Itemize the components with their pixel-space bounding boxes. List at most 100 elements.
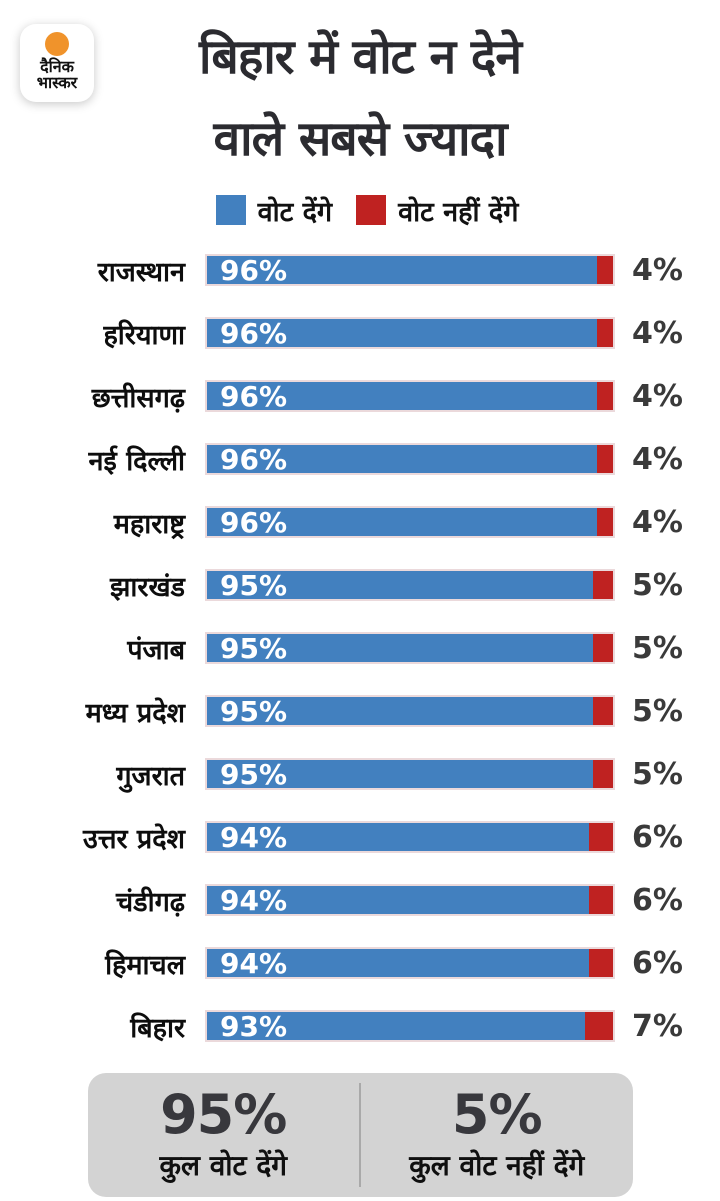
chart-row: हिमाचल 94% 6% (0, 945, 720, 981)
state-label: झारखंड (110, 571, 185, 603)
state-label: बिहार (130, 1012, 185, 1044)
stacked-bar: 95% (205, 695, 615, 727)
state-label: राजस्थान (97, 256, 185, 288)
dainik-bhaskar-logo: दैनिक भास्कर (20, 24, 94, 102)
wont-vote-value-label: 5% (632, 693, 683, 729)
stacked-bar: 94% (205, 884, 615, 916)
will-vote-value-label: 96% (220, 443, 288, 475)
wont-vote-value-label: 5% (632, 630, 683, 666)
chart-row: झारखंड 95% 5% (0, 567, 720, 603)
wont-vote-segment (588, 823, 613, 851)
will-vote-value-label: 93% (220, 1010, 288, 1042)
legend-swatch-wont-vote (356, 195, 387, 225)
will-vote-value-label: 95% (220, 695, 288, 727)
will-vote-segment: 95% (207, 697, 593, 725)
state-label: गुजरात (116, 760, 185, 792)
summary-box: 95% कुल वोट देंगे 5% कुल वोट नहीं देंगे (87, 1073, 633, 1197)
legend-label-will-vote: वोट देंगे (257, 196, 333, 228)
summary-will-vote-value: 95% (160, 1083, 287, 1146)
wont-vote-segment (588, 949, 613, 977)
summary-will-vote-caption: कुल वोट देंगे (159, 1149, 288, 1182)
wont-vote-value-label: 4% (632, 252, 683, 288)
stacked-bar: 96% (205, 380, 615, 412)
wont-vote-value-label: 5% (632, 567, 683, 603)
chart-title-line1: बिहार में वोट न देने (198, 29, 522, 85)
will-vote-value-label: 95% (220, 758, 288, 790)
stacked-bar: 96% (205, 254, 615, 286)
wont-vote-value-label: 6% (632, 882, 683, 918)
stacked-bar: 95% (205, 632, 615, 664)
state-label: छत्तीसगढ़ (91, 382, 185, 414)
wont-vote-value-label: 4% (632, 504, 683, 540)
wont-vote-value-label: 4% (632, 315, 683, 351)
will-vote-segment: 94% (207, 949, 589, 977)
legend-label-wont-vote: वोट नहीं देंगे (398, 196, 519, 228)
wont-vote-segment (592, 634, 613, 662)
state-label: महाराष्ट्र (113, 508, 185, 540)
chart-row: गुजरात 95% 5% (0, 756, 720, 792)
wont-vote-segment (592, 760, 613, 788)
legend: वोट देंगे वोट नहीं देंगे (0, 195, 720, 228)
chart-row: उत्तर प्रदेश 94% 6% (0, 819, 720, 855)
logo-text-line2: भास्कर (36, 73, 78, 92)
will-vote-segment: 96% (207, 445, 597, 473)
will-vote-segment: 93% (207, 1012, 585, 1040)
state-label: हरियाणा (103, 319, 185, 351)
wont-vote-segment (596, 319, 613, 347)
will-vote-segment: 94% (207, 823, 589, 851)
will-vote-value-label: 95% (220, 632, 288, 664)
wont-vote-value-label: 4% (632, 441, 683, 477)
summary-divider (359, 1083, 361, 1187)
summary-wont-vote: 5% कुल वोट नहीं देंगे (361, 1073, 633, 1197)
stacked-bar: 96% (205, 443, 615, 475)
wont-vote-value-label: 6% (632, 819, 683, 855)
bar-chart: राजस्थान 96% 4% हरियाणा 96% 4% छत्तीसगढ़ (0, 252, 720, 1044)
will-vote-segment: 95% (207, 760, 593, 788)
wont-vote-segment (596, 256, 613, 284)
logo-sun-icon (45, 32, 69, 56)
chart-row: हरियाणा 96% 4% (0, 315, 720, 351)
stacked-bar: 93% (205, 1010, 615, 1042)
chart-row: छत्तीसगढ़ 96% 4% (0, 379, 720, 414)
summary-wont-vote-caption: कुल वोट नहीं देंगे (409, 1149, 585, 1182)
will-vote-segment: 96% (207, 319, 597, 347)
chart-row: मध्य प्रदेश 95% 5% (0, 693, 720, 729)
chart-row: महाराष्ट्र 96% 4% (0, 504, 720, 540)
stacked-bar: 96% (205, 317, 615, 349)
will-vote-value-label: 96% (220, 380, 288, 412)
will-vote-segment: 96% (207, 382, 597, 410)
wont-vote-value-label: 6% (632, 945, 683, 981)
will-vote-value-label: 94% (220, 821, 288, 853)
summary-wont-vote-value: 5% (451, 1083, 543, 1146)
state-label: चंडीगढ़ (116, 886, 185, 918)
will-vote-value-label: 96% (220, 317, 288, 349)
chart-row: बिहार 93% 7% (0, 1008, 720, 1044)
wont-vote-segment (584, 1012, 613, 1040)
will-vote-value-label: 96% (220, 254, 288, 286)
wont-vote-segment (596, 382, 613, 410)
summary-will-vote: 95% कुल वोट देंगे (88, 1073, 360, 1197)
stacked-bar: 94% (205, 821, 615, 853)
wont-vote-value-label: 5% (632, 756, 683, 792)
will-vote-value-label: 95% (220, 569, 288, 601)
will-vote-segment: 96% (207, 508, 597, 536)
chart-title: बिहार में वोट न देने वाले सबसे ज्यादा (0, 0, 720, 180)
state-label: उत्तर प्रदेश (83, 823, 185, 855)
will-vote-segment: 95% (207, 571, 593, 599)
stacked-bar: 95% (205, 758, 615, 790)
wont-vote-value-label: 7% (632, 1008, 683, 1044)
wont-vote-segment (592, 571, 613, 599)
state-label: मध्य प्रदेश (85, 697, 185, 729)
state-label: पंजाब (127, 634, 185, 666)
wont-vote-segment (592, 697, 613, 725)
will-vote-segment: 95% (207, 634, 593, 662)
legend-swatch-will-vote (215, 195, 246, 225)
will-vote-value-label: 94% (220, 947, 288, 979)
stacked-bar: 96% (205, 506, 615, 538)
wont-vote-segment (596, 508, 613, 536)
will-vote-value-label: 96% (220, 506, 288, 538)
chart-row: चंडीगढ़ 94% 6% (0, 882, 720, 918)
will-vote-segment: 96% (207, 256, 597, 284)
wont-vote-segment (588, 886, 613, 914)
